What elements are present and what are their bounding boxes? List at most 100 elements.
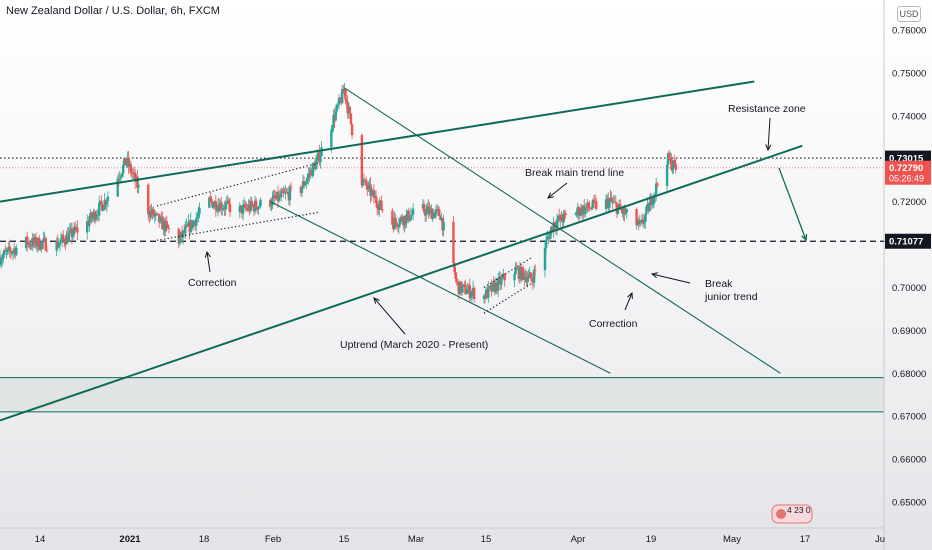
candle-body bbox=[514, 268, 517, 275]
candle-body bbox=[214, 201, 218, 211]
range-zone-fill bbox=[0, 377, 884, 412]
candle-body bbox=[191, 221, 195, 228]
candle-body bbox=[552, 222, 555, 232]
candle-body bbox=[165, 221, 168, 225]
candle-body bbox=[422, 204, 426, 213]
candle-body bbox=[651, 202, 655, 206]
candle-body bbox=[436, 208, 440, 210]
candle-body bbox=[442, 221, 445, 231]
candle-body bbox=[394, 218, 397, 223]
correction-arrow-2-head bbox=[627, 291, 633, 300]
candle-body bbox=[585, 207, 588, 209]
break-junior-arrow-head bbox=[650, 272, 658, 279]
correction-label-1: Correction bbox=[188, 277, 237, 289]
resistance-arrow bbox=[767, 117, 771, 151]
candle-body bbox=[409, 215, 413, 220]
candle-body bbox=[650, 196, 654, 206]
candle-body bbox=[529, 272, 533, 279]
break-junior-label: Break junior trend bbox=[705, 278, 758, 303]
candle-body bbox=[381, 209, 384, 211]
candle-body bbox=[40, 241, 43, 250]
candle-body bbox=[271, 197, 274, 206]
candle-body bbox=[424, 209, 428, 216]
candle-body bbox=[345, 99, 348, 103]
candle-body bbox=[59, 239, 63, 243]
candle-body bbox=[88, 220, 91, 226]
candle-body bbox=[72, 226, 76, 235]
candle-body bbox=[38, 238, 41, 250]
candle-body bbox=[238, 205, 241, 213]
price-tick: 0.68000 bbox=[892, 369, 926, 380]
candle-body bbox=[283, 192, 286, 194]
candle-body bbox=[393, 218, 396, 230]
candle-body bbox=[269, 199, 272, 207]
candle-body bbox=[302, 181, 306, 186]
candle-body bbox=[6, 248, 9, 252]
candle-body bbox=[8, 246, 12, 251]
candle-body bbox=[588, 207, 591, 209]
candle-body bbox=[320, 147, 323, 157]
candle-body bbox=[45, 250, 49, 252]
candle-body bbox=[76, 227, 79, 233]
correction-arrow-2 bbox=[624, 292, 633, 311]
candle-body bbox=[433, 212, 437, 218]
candle-body bbox=[95, 214, 99, 217]
candle-body bbox=[228, 204, 232, 213]
candle-body bbox=[106, 196, 110, 202]
candle-body bbox=[674, 164, 677, 170]
candle-body bbox=[91, 216, 94, 219]
time-tick: 15 bbox=[339, 534, 350, 545]
candle-body bbox=[350, 124, 354, 136]
range-zone bbox=[0, 377, 884, 413]
candle-body bbox=[34, 236, 38, 247]
grid bbox=[0, 0, 885, 550]
support-price-label: 0.71077 bbox=[889, 237, 923, 248]
candle-body bbox=[398, 219, 402, 225]
candle-body bbox=[335, 104, 339, 112]
candle-body bbox=[154, 213, 158, 216]
candle-body bbox=[470, 291, 474, 296]
candle-body bbox=[152, 209, 155, 217]
time-tick: 14 bbox=[35, 534, 46, 545]
candle-body bbox=[367, 184, 370, 190]
candle-body bbox=[360, 135, 364, 186]
candle-body bbox=[250, 201, 253, 206]
time-tick: May bbox=[723, 534, 741, 545]
candle-body bbox=[610, 197, 613, 202]
candles bbox=[0, 83, 677, 304]
time-axis: 14 2021 18 Feb 15 Mar 15 Apr 19 May 17 Ju bbox=[35, 534, 885, 545]
candle-body bbox=[42, 238, 45, 243]
price-tick: 0.76000 bbox=[892, 26, 926, 37]
candle-body bbox=[70, 228, 74, 238]
candle-body bbox=[488, 286, 491, 288]
candle-body bbox=[306, 177, 309, 182]
candle-body bbox=[330, 129, 333, 148]
price-tick: 0.66000 bbox=[892, 455, 926, 466]
candle-body bbox=[555, 220, 559, 229]
currency-button[interactable]: USD bbox=[897, 6, 921, 22]
candle-body bbox=[62, 235, 65, 240]
candle-body bbox=[102, 208, 105, 211]
time-tick: Apr bbox=[571, 534, 586, 545]
candle-body bbox=[215, 210, 219, 211]
candle-body bbox=[305, 181, 308, 184]
candle-body bbox=[259, 199, 262, 207]
candle-body bbox=[314, 160, 318, 170]
time-tick: 2021 bbox=[119, 534, 141, 545]
upper-channel-line bbox=[0, 80, 755, 203]
candle-body bbox=[642, 221, 646, 224]
candle-body bbox=[274, 198, 277, 199]
candle-body bbox=[58, 242, 62, 245]
candle-body bbox=[564, 213, 567, 215]
candle-body bbox=[624, 212, 627, 215]
price-tick: 0.70000 bbox=[892, 283, 926, 294]
candle-body bbox=[543, 247, 547, 271]
candle-body bbox=[332, 114, 335, 128]
resistance-arrow-head bbox=[765, 144, 772, 152]
candle-body bbox=[438, 209, 441, 216]
time-tick: 15 bbox=[481, 534, 492, 545]
candle-body bbox=[513, 274, 516, 281]
candle-body bbox=[469, 295, 473, 298]
